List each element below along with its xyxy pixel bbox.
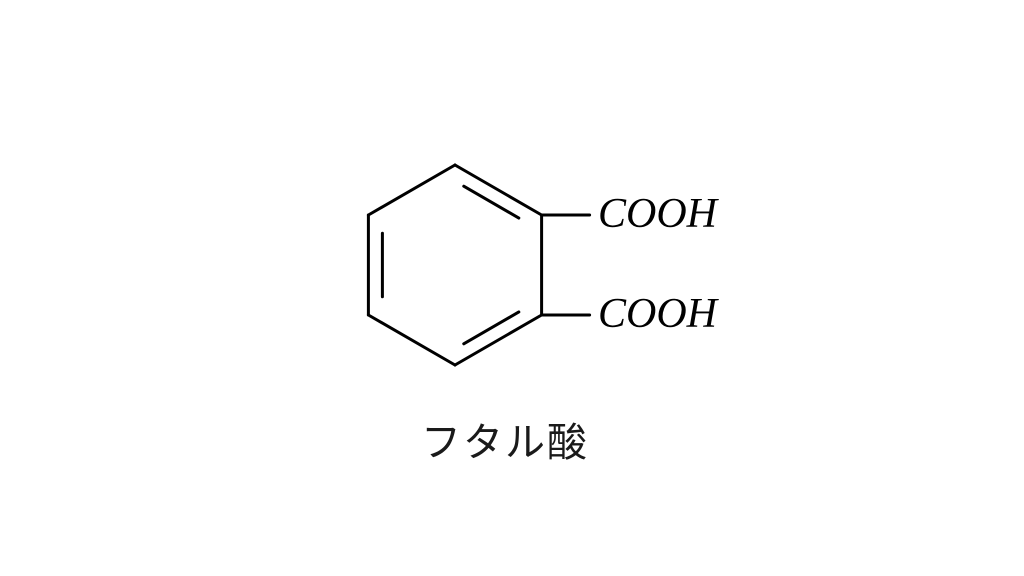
compound-name: フタル酸 [360,410,650,468]
structure-svg [0,0,1024,576]
chemical-structure-diagram: COOH COOH フタル酸 [0,0,1024,576]
substituent-label-cooh-2: COOH [598,290,717,338]
substituent-label-cooh-1: COOH [598,190,717,238]
